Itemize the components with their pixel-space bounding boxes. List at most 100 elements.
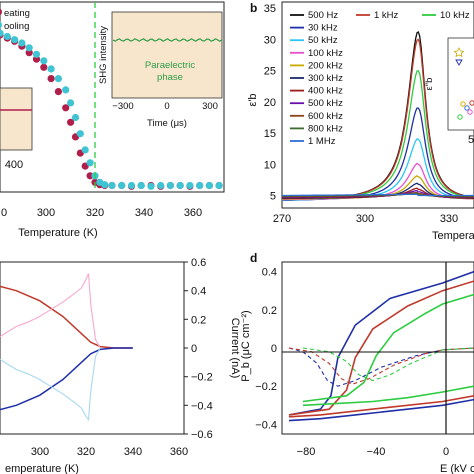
panel-a-legend: eating ooling [0, 8, 30, 32]
legend-label-cooling: ooling [4, 21, 29, 32]
panel-a-point-cooling-26 [186, 181, 194, 190]
right-inset-xtick-1: −300 [112, 101, 133, 112]
panel-a-point-cooling-5 [32, 50, 41, 58]
panel-a-right-inset: Paraelectric phase SHG intensity −300 0 … [98, 11, 223, 129]
panel-d-loop-green-lower [302, 385, 474, 407]
panel-a-point-cooling-19 [118, 181, 126, 190]
panel-a-point-cooling-17 [101, 181, 109, 189]
left-inset-area [0, 87, 33, 151]
panel-d: d 0.40.20−0.2−0.4 P_b (μC cm⁻²) −80 −40 … [240, 251, 474, 474]
panel-b-ylabel: ε′b [247, 93, 259, 106]
panel-c-ytick-6: −0.6 [191, 429, 213, 441]
panel-b-ytick-0: 5 [270, 191, 276, 203]
panel-b-xtick-1: 270 [273, 213, 291, 225]
panel-a-point-cooling-29 [215, 181, 223, 190]
panel-c-xtick-3: 340 [124, 446, 142, 458]
right-inset-area [111, 11, 223, 99]
panel-d-xtick-2: −40 [367, 446, 386, 458]
panel-c-ytick-2: 0.2 [191, 314, 206, 326]
right-inset-annotation-1: Paraelectric [145, 60, 195, 71]
panel-b-curves [281, 31, 474, 202]
panel-b-inset-ylabel: ε″b [424, 78, 435, 91]
panel-a-left-inset: 400 [0, 87, 33, 171]
panel-b-ytick-5: 30 [264, 35, 276, 47]
panel-a-point-cooling-7 [47, 65, 55, 73]
legend-label-50-khz: 50 kHz [308, 35, 338, 46]
panel-a-point-cooling-28 [205, 181, 213, 190]
panel-a-point-cooling-25 [176, 181, 184, 190]
legend-marker-cooling [0, 21, 2, 29]
panel-b-ytick-6: 35 [264, 3, 276, 15]
legend-label-1-khz: 1 kHz [374, 10, 399, 21]
panel-c-right-y-axis: 0.6 0.4 0.2 0 −0.2 −0.4 −0.6 [184, 257, 213, 441]
legend-label-1-mhz: 1 MHz [308, 136, 336, 147]
right-inset-xtick-2: 0 [164, 101, 169, 112]
panel-a: eating ooling 400 Paraelectric phase SHG… [0, 1, 225, 239]
panel-b-plot-area [281, 1, 474, 209]
panel-a-point-cooling-23 [157, 181, 165, 190]
panel-letter-d: d [250, 251, 257, 265]
panel-b-y-axis: 5 10 15 20 25 30 35 [264, 3, 276, 202]
panel-c-polarization-heating [0, 285, 133, 349]
panel-c-xtick-4: 360 [170, 446, 188, 458]
legend-label-600-khz: 600 kHz [308, 111, 343, 122]
panel-d-dashed-green [302, 347, 474, 382]
panel-a-point-cooling-2 [11, 36, 19, 44]
panel-a-point-cooling-14 [86, 159, 94, 167]
panel-a-point-cooling-11 [71, 113, 80, 122]
panel-a-xlabel: Temperature (K) [18, 227, 97, 239]
panel-c-xtick-2: 320 [77, 446, 95, 458]
panel-d-ytick-4: −0.4 [255, 419, 277, 431]
panel-c-ytick-3: 0 [191, 343, 197, 355]
panel-c-current-heating [0, 273, 101, 349]
legend-label-100-khz: 100 kHz [308, 48, 343, 59]
panel-b-ytick-3: 20 [264, 97, 276, 109]
legend-label-400-khz: 400 kHz [308, 86, 343, 97]
panel-b-xtick-3: 330 [440, 213, 458, 225]
panel-a-point-cooling-3 [18, 39, 26, 47]
panel-a-xtick-5: 360 [184, 207, 202, 219]
panel-b-xtick-2: 300 [356, 213, 374, 225]
panel-letter-b: b [250, 1, 257, 15]
panel-a-point-heating-6 [40, 63, 48, 71]
panel-d-ylabel: P_b (μC cm⁻²) [240, 310, 252, 381]
panel-d-y-axis: 0.4 0.2 0 −0.2 −0.4 [255, 267, 277, 432]
panel-a-point-cooling-21 [137, 181, 145, 190]
right-inset-ylabel: SHG intensity [98, 26, 109, 84]
legend-label-heating: eating [4, 8, 30, 19]
inset-marker-1 [460, 101, 466, 107]
panel-a-point-cooling-22 [147, 182, 155, 190]
legend-label-30-khz: 30 kHz [308, 23, 338, 34]
panel-a-xtick-1: 0 [1, 207, 7, 219]
legend-label-500-hz: 500 Hz [308, 10, 338, 21]
panel-a-xtick-3: 320 [86, 207, 104, 219]
panel-d-ytick-2: 0 [271, 343, 277, 355]
panel-c-plot-area [0, 261, 185, 435]
inset-marker-5 [469, 100, 474, 106]
panel-a-data-points [0, 29, 223, 190]
legend-label-500-khz: 500 kHz [308, 98, 343, 109]
inset-marker-3 [467, 109, 473, 115]
panel-b-inset: ε″b 5 [424, 37, 474, 146]
panel-a-point-cooling-27 [196, 181, 204, 190]
legend-label-200-khz: 200 kHz [308, 60, 343, 71]
panel-d-xlabel: E (kV cm⁻¹) [440, 463, 474, 474]
panel-b-inset-markers [453, 47, 474, 120]
panel-a-point-heating-7 [47, 75, 55, 83]
right-inset-xlabel: Time (μs) [147, 118, 187, 129]
panel-d-ytick-3: −0.2 [255, 381, 277, 393]
panel-c-polarization-cooling [0, 347, 133, 411]
panel-a-point-cooling-0 [0, 29, 4, 37]
panel-c-ytick-4: −0.2 [191, 372, 213, 384]
panel-c-xtick-1: 300 [31, 446, 49, 458]
inset-marker-star [453, 47, 465, 58]
panel-d-loop-red-lower [288, 395, 474, 418]
panel-a-point-cooling-24 [166, 181, 174, 190]
panel-a-point-cooling-20 [127, 181, 136, 190]
panel-d-loop-blue-upper [288, 270, 474, 416]
panel-c-current-cooling [0, 347, 101, 422]
inset-marker-2 [464, 105, 470, 111]
panel-c-curves [0, 273, 133, 422]
legend-label-800-khz: 800 kHz [308, 123, 343, 134]
